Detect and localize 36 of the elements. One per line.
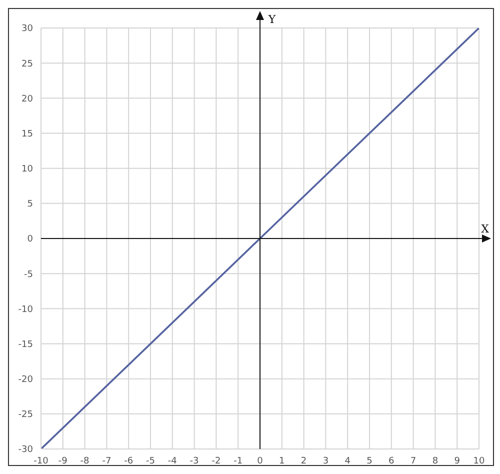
x-tick-label: 9	[454, 456, 460, 466]
y-tick-label: 25	[22, 59, 33, 70]
x-tick-label: -8	[80, 456, 90, 466]
x-tick-label: -1	[234, 456, 243, 466]
x-tick-label: 0	[257, 456, 264, 466]
y-tick-label: 0	[27, 234, 34, 245]
y-axis-title: Y	[267, 13, 276, 26]
x-tick-label: -7	[102, 456, 112, 466]
x-axis-title: X	[481, 222, 490, 236]
x-tick-label: -6	[124, 456, 134, 466]
y-tick-label: -25	[18, 410, 33, 420]
x-tick-label: 6	[388, 456, 395, 466]
y-tick-label: -15	[18, 340, 33, 350]
y-tick-label: -30	[18, 445, 34, 456]
y-tick-label: -20	[18, 375, 34, 386]
x-tick-label: 3	[322, 456, 329, 466]
x-tick-label: -4	[168, 456, 178, 466]
x-tick-label: 5	[366, 456, 372, 466]
x-tick-label: 7	[410, 456, 416, 466]
x-tick-label: -9	[58, 456, 68, 466]
y-tick-label: 10	[22, 164, 34, 175]
x-tick-label: -3	[190, 456, 199, 466]
y-tick-label: 15	[22, 129, 33, 140]
y-tick-label: 20	[22, 94, 34, 104]
x-tick-label: 10	[473, 456, 485, 466]
y-tick-label: 30	[22, 24, 34, 34]
x-tick-label: -10	[34, 456, 49, 466]
x-tick-label: 8	[432, 456, 438, 466]
x-tick-label: 4	[344, 456, 351, 466]
x-tick-label: -2	[212, 456, 221, 466]
x-tick-label: -5	[146, 456, 155, 466]
y-tick-label: -5	[24, 270, 33, 280]
x-tick-label: 2	[300, 456, 307, 466]
y-tick-label: -10	[18, 304, 34, 315]
y-tick-label: 5	[27, 200, 33, 210]
x-tick-label: 1	[279, 456, 285, 466]
